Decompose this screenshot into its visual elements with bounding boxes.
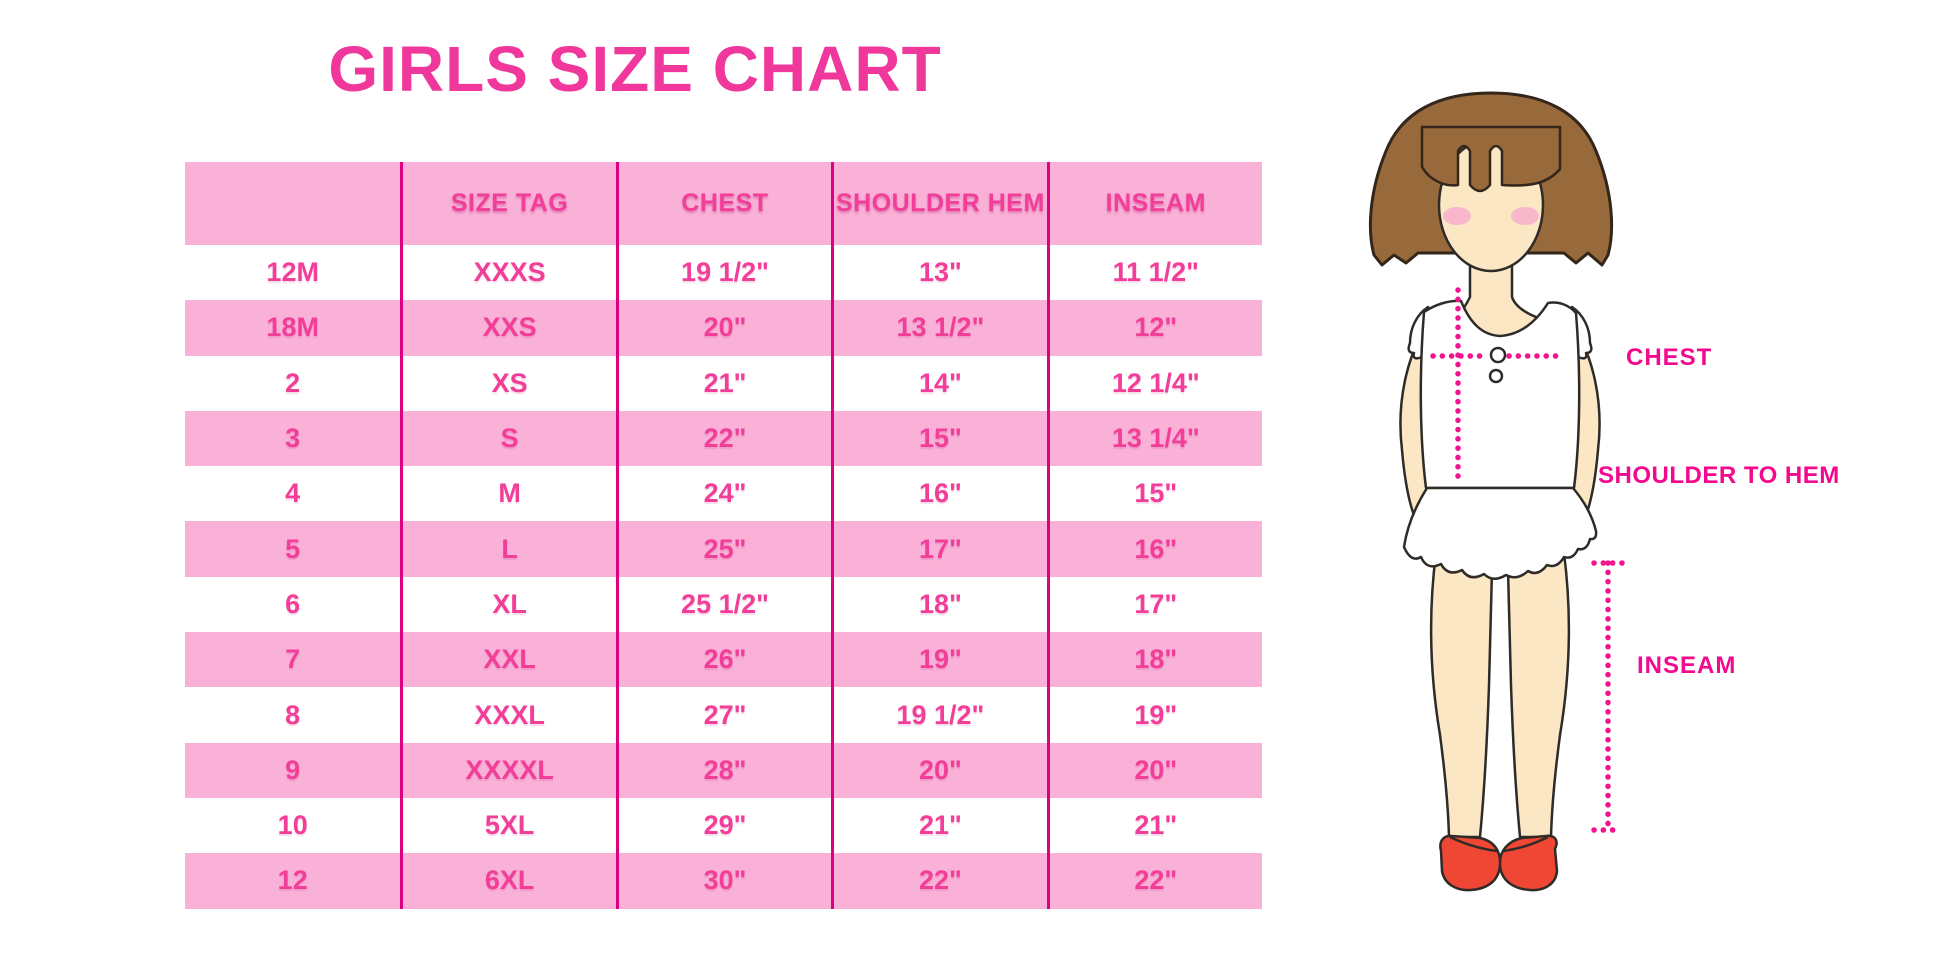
chest-cell: 25 1/2" [615,576,831,633]
size-table: SIZE TAG CHEST SHOULDER HEM INSEAM 12M X… [185,162,1262,909]
inseam-cell: 19" [1046,687,1262,743]
chest-cell: 30" [615,853,831,909]
left-cheek [1443,207,1471,225]
chest-cell: 25" [615,521,831,577]
table-row: 4 M 24" 16" 15" [185,466,1262,522]
table-row: 3 S 22" 15" 13 1/4" [185,410,1262,467]
inseam-cell: 12" [1046,300,1262,356]
shoulder-hem-cell: 18" [831,576,1046,633]
shoulder-hem-cell: 19" [831,632,1046,688]
measurement-lines [1430,287,1625,833]
button-bottom [1488,368,1504,384]
size-tag-cell: 6XL [400,853,615,909]
table-row: 2 XS 21" 14" 12 1/4" [185,355,1262,411]
shoulder-hem-cell: 14" [831,355,1046,411]
size-cell: 2 [285,367,301,398]
shoulder-hem-cell: 17" [831,521,1046,577]
chest-cell: 26" [615,632,831,688]
inseam-cell: 18" [1046,632,1262,688]
inseam-cell: 15" [1046,466,1262,522]
chest-cell: 27" [615,687,831,743]
size-tag-cell: L [400,521,615,577]
header-cell-size-tag: SIZE TAG [400,162,615,245]
table-row: 12M XXXS 19 1/2" 13" 11 1/2" [185,245,1262,301]
table-row: 5 L 25" 17" 16" [185,521,1262,577]
table-row: 12 6XL 30" 22" 22" [185,853,1262,909]
chest-cell: 22" [615,410,831,467]
header-cell-chest: CHEST [615,162,831,245]
shoulder-hem-cell: 16" [831,466,1046,522]
inseam-label: INSEAM [1637,652,1736,679]
header-cell-shoulder-hem: SHOULDER HEM [831,162,1046,245]
size-cell: 3 [285,423,301,454]
table-row: 10 5XL 29" 21" 21" [185,797,1262,854]
table-row: 18M XXS 20" 13 1/2" 12" [185,300,1262,356]
size-tag-cell: 5XL [400,797,615,854]
shoulder-hem-cell: 15" [831,410,1046,467]
chest-label: CHEST [1626,344,1712,371]
girl-bodice [1419,299,1581,490]
chest-cell: 20" [615,300,831,356]
size-tag-cell: XS [400,355,615,411]
left-shoe-strap [1449,835,1498,853]
table-header-row: SIZE TAG CHEST SHOULDER HEM INSEAM [185,162,1262,245]
size-tag-cell: XXXL [400,687,615,743]
size-tag-cell: XXXS [400,245,615,301]
chest-cell: 29" [615,797,831,854]
shoulder-to-hem-label: SHOULDER TO HEM [1598,462,1840,489]
shoulder-hem-cell: 22" [831,853,1046,909]
inseam-cell: 12 1/4" [1046,355,1262,411]
size-cell: 7 [285,644,301,675]
size-cell: 12 [277,865,308,896]
inseam-cell: 11 1/2" [1046,245,1262,301]
chest-cell: 24" [615,466,831,522]
size-tag-cell: XXL [400,632,615,688]
girl-bangs [1420,125,1562,193]
table-row: 7 XXL 26" 19" 18" [185,632,1262,688]
header-cell-inseam: INSEAM [1046,162,1262,245]
left-leg [1429,551,1494,839]
size-tag-cell: XXXXL [400,742,615,798]
size-tag-cell: XL [400,576,615,633]
shoulder-hem-cell: 13 1/2" [831,300,1046,356]
girl-skirt [1402,486,1598,580]
right-cheek [1511,207,1539,225]
inseam-cell: 13 1/4" [1046,410,1262,467]
header-cell-blank [185,162,400,245]
inseam-cell: 17" [1046,576,1262,633]
table-row: 6 XL 25 1/2" 18" 17" [185,576,1262,633]
right-leg [1506,551,1571,839]
size-tag-cell: S [400,410,615,467]
inseam-cell: 22" [1046,853,1262,909]
size-cell: 9 [285,754,301,785]
shoulder-hem-cell: 20" [831,742,1046,798]
size-tag-cell: M [400,466,615,522]
size-cell: 10 [277,810,308,841]
chest-cell: 19 1/2" [615,245,831,301]
table-row: 8 XXXL 27" 19 1/2" 19" [185,687,1262,743]
chest-cell: 28" [615,742,831,798]
table-row: 9 XXXXL 28" 20" 20" [185,742,1262,798]
shoulder-hem-cell: 19 1/2" [831,687,1046,743]
inseam-cell: 16" [1046,521,1262,577]
size-cell: 5 [285,533,301,564]
size-cell: 4 [285,478,301,509]
size-tag-cell: XXS [400,300,615,356]
shoulder-hem-cell: 21" [831,797,1046,854]
inseam-cell: 20" [1046,742,1262,798]
button-top [1489,346,1507,364]
size-cell: 18M [266,312,319,343]
size-cell: 6 [285,588,301,619]
size-cell: 8 [285,699,301,730]
girl-illustration: CHEST SHOULDER TO HEM INSEAM [1368,91,1840,892]
shoulder-hem-cell: 13" [831,245,1046,301]
page-title: GIRLS SIZE CHART [328,33,942,105]
inseam-cell: 21" [1046,797,1262,854]
chest-cell: 21" [615,355,831,411]
size-cell: 12M [266,257,319,288]
right-shoe-strap [1502,835,1549,853]
